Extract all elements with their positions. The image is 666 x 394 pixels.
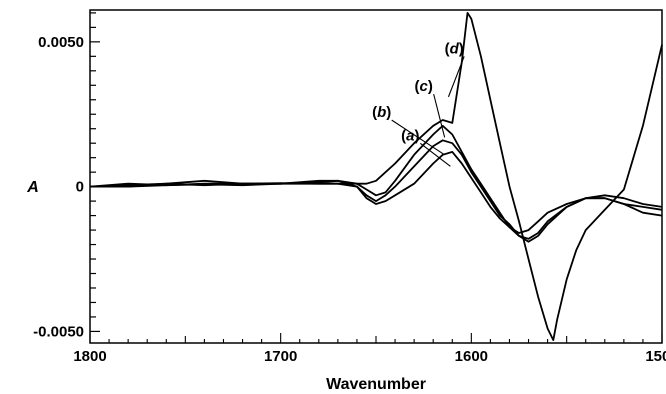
leader-line-a [419, 142, 451, 167]
x-tick-label: 1600 [455, 348, 488, 365]
y-axis-ticks: 0.0050 0 -0.0050 [33, 12, 100, 340]
series-layer [89, 12, 663, 341]
y-tick-label: 0 [76, 179, 84, 196]
series-line-a [90, 151, 663, 234]
y-axis-title: A [26, 179, 39, 196]
x-tick-label: 1500 [645, 348, 666, 365]
x-tick-label: 1800 [73, 348, 106, 365]
series-label-c: (c) [414, 78, 432, 95]
series-label-b: (b) [372, 104, 391, 121]
leader-line-b [391, 119, 445, 156]
y-tick-label: 0.0050 [38, 34, 84, 51]
series-label-d: (d) [445, 40, 464, 57]
curve-labels: (a) (b) (c) (d) [372, 40, 465, 167]
leader-line-c [433, 93, 446, 138]
series-line-b [90, 139, 663, 240]
x-axis-ticks: 1800 1700 1600 1500 [73, 333, 666, 365]
series-label-a: (a) [401, 127, 419, 144]
leader-line-d [447, 56, 465, 98]
x-tick-label: 1700 [264, 348, 297, 365]
x-axis-title: Wavenumber [326, 376, 426, 393]
y-tick-label: -0.0050 [33, 323, 84, 340]
series-line-c [89, 124, 663, 243]
plot-frame [89, 9, 663, 344]
series-line-d [89, 12, 663, 341]
